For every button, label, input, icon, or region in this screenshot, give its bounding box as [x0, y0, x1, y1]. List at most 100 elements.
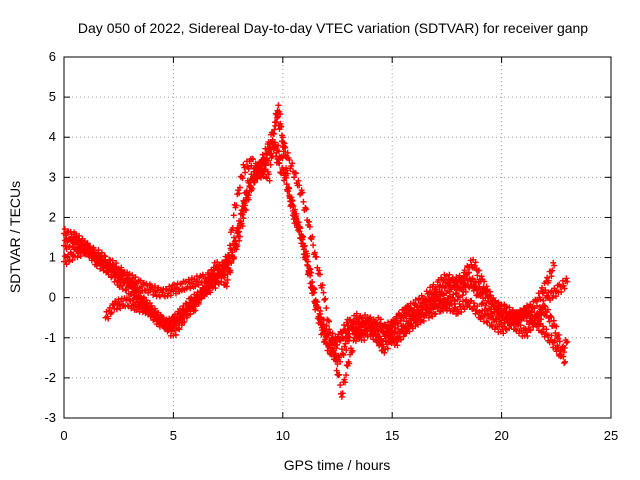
data-point-marker: [113, 306, 120, 313]
data-point-marker: [493, 318, 500, 325]
data-point-marker: [296, 182, 303, 189]
data-point-marker: [98, 257, 105, 264]
data-point-marker: [561, 344, 568, 351]
data-point-marker: [236, 228, 243, 235]
data-point-marker: [330, 347, 337, 354]
y-tick-label: 4: [49, 129, 56, 144]
y-tick-label: 1: [49, 250, 56, 265]
data-point-marker: [385, 334, 392, 341]
data-point-marker: [257, 162, 264, 169]
axis-ticks: 0 5 10 15 20 25 -3 -2 -1 0 1 2 3 4 5 6: [44, 49, 618, 443]
data-point-marker: [544, 306, 551, 313]
data-point-marker: [105, 315, 112, 322]
data-point-marker: [313, 253, 320, 260]
data-point-marker: [250, 156, 257, 163]
data-point-marker: [459, 292, 466, 299]
data-point-marker: [102, 261, 109, 268]
data-point-marker: [274, 156, 281, 163]
data-point-marker: [563, 275, 570, 282]
data-point-marker: [174, 311, 181, 318]
data-point-marker: [224, 276, 231, 283]
x-tick-label: 10: [276, 428, 290, 443]
data-point-marker: [279, 155, 286, 162]
data-point-marker: [290, 202, 297, 209]
data-point-marker: [361, 337, 368, 344]
data-point-marker: [320, 316, 327, 323]
data-point-marker: [563, 339, 570, 346]
data-point-marker: [239, 175, 246, 182]
data-point-marker: [84, 244, 91, 251]
data-point-marker: [381, 349, 388, 356]
data-point-marker: [245, 196, 252, 203]
data-point-marker: [286, 185, 293, 192]
data-point-marker: [309, 233, 316, 240]
data-point-marker: [342, 379, 349, 386]
data-point-marker: [212, 285, 219, 292]
data-point-marker: [552, 293, 559, 300]
data-point-marker: [478, 273, 485, 280]
x-tick-label: 0: [60, 428, 67, 443]
data-point-marker: [272, 143, 279, 150]
data-point-marker: [310, 286, 317, 293]
data-point-marker: [273, 118, 280, 125]
data-point-marker: [90, 250, 97, 257]
data-point-marker: [342, 372, 349, 379]
data-point-marker: [254, 172, 261, 179]
y-tick-label: 5: [49, 89, 56, 104]
data-point-marker: [271, 126, 278, 133]
data-point-marker: [494, 300, 501, 307]
data-point-marker: [558, 288, 565, 295]
data-point-marker: [271, 144, 278, 151]
data-point-marker: [341, 343, 348, 350]
data-point-marker: [172, 331, 179, 338]
data-point-marker: [187, 294, 194, 301]
data-point-marker: [166, 283, 173, 290]
data-point-marker: [548, 273, 555, 280]
y-tick-label: -3: [44, 410, 56, 425]
data-point-marker: [267, 161, 274, 168]
data-point-marker: [149, 305, 156, 312]
data-point-marker: [531, 320, 538, 327]
data-point-marker: [192, 283, 199, 290]
data-point-marker: [173, 319, 180, 326]
data-point-marker: [294, 219, 301, 226]
data-point-marker: [222, 280, 229, 287]
data-point-marker: [543, 326, 550, 333]
data-point-marker: [230, 212, 237, 219]
data-point-marker: [242, 169, 249, 176]
data-point-marker: [474, 303, 481, 310]
data-point-marker: [292, 170, 299, 177]
data-point-marker: [230, 255, 237, 262]
data-point-marker: [432, 310, 439, 317]
sdtvar-trace-4: [102, 129, 571, 349]
data-point-marker: [90, 244, 97, 251]
data-point-marker: [384, 345, 391, 352]
data-point-marker: [564, 278, 571, 285]
data-point-marker: [394, 342, 401, 349]
data-point-marker: [282, 152, 289, 159]
data-point-marker: [175, 325, 182, 332]
data-point-marker: [415, 314, 422, 321]
data-point-marker: [303, 206, 310, 213]
data-point-marker: [307, 266, 314, 273]
data-point-marker: [108, 309, 115, 316]
data-point-marker: [137, 293, 144, 300]
data-point-marker: [236, 233, 243, 240]
data-point-marker: [184, 306, 191, 313]
data-point-marker: [109, 257, 116, 264]
data-point-marker: [564, 338, 571, 345]
data-point-marker: [312, 302, 319, 309]
data-point-marker: [323, 322, 330, 329]
data-point-marker: [320, 289, 327, 296]
data-point-marker: [367, 331, 374, 338]
data-point-marker: [265, 171, 272, 178]
data-point-marker: [480, 283, 487, 290]
data-point-marker: [281, 140, 288, 147]
data-point-marker: [189, 301, 196, 308]
data-point-marker: [274, 114, 281, 121]
data-point-marker: [556, 338, 563, 345]
data-point-marker: [541, 302, 548, 309]
data-point-marker: [343, 347, 350, 354]
data-point-marker: [132, 274, 139, 281]
data-point-marker: [112, 274, 119, 281]
